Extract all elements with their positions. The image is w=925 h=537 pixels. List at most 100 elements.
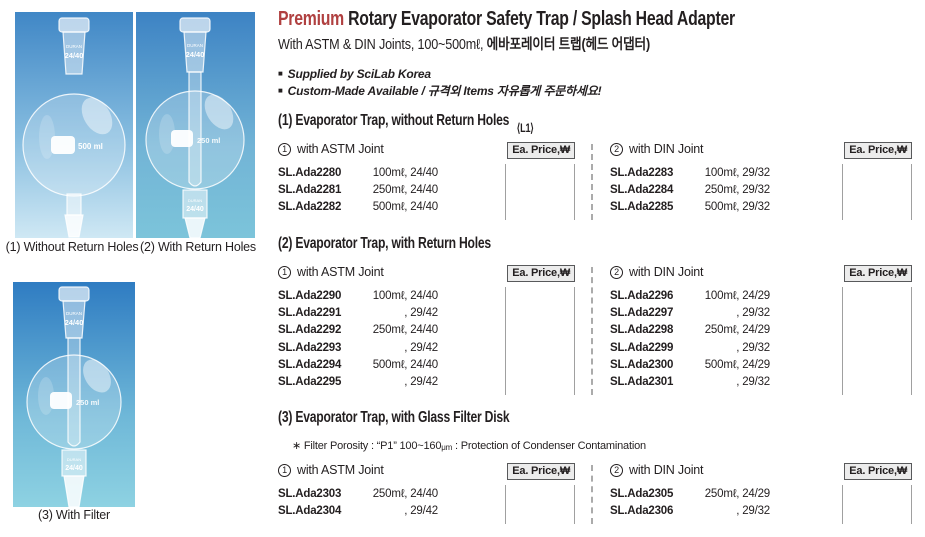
product-row: SL.Ada2280 100mℓ, 24/40 xyxy=(278,164,438,181)
product-row: SL.Ada2284 250mℓ, 29/32 xyxy=(610,181,770,198)
photo-brand-label: DURAN xyxy=(66,311,82,316)
photo-bottom-joint-label: 24/40 xyxy=(65,465,83,472)
capacity-joint-spec: 500mℓ, 29/32 xyxy=(704,201,770,214)
capacity-joint-spec: 500mℓ, 24/40 xyxy=(372,358,438,371)
price-cell-empty xyxy=(505,485,575,524)
section-heading: (3) Evaporator Trap, with Glass Filter D… xyxy=(278,409,764,427)
product-row: SL.Ada2294 500mℓ, 24/40 xyxy=(278,356,438,373)
astm-joint-column: 1 with ASTM Joint Ea. Price,₩ SL.Ada2303 … xyxy=(278,463,575,524)
column-divider xyxy=(591,267,593,395)
subtitle-ko: 에바포레이터 트랩(헤드 어댑터) xyxy=(486,37,651,53)
price-column-header: Ea. Price,₩ xyxy=(507,463,575,480)
photo-caption-1: (1) Without Return Holes xyxy=(5,240,139,254)
capacity-joint-spec: , 29/32 xyxy=(736,376,770,389)
capacity-joint-spec: 100mℓ, 24/40 xyxy=(372,289,438,302)
product-row: SL.Ada2296 100mℓ, 24/29 xyxy=(610,287,770,304)
product-rows: SL.Ada2290 100mℓ, 24/40 SL.Ada2291 , 29/… xyxy=(278,287,438,395)
photo-brand-label: DURAN xyxy=(67,457,81,462)
product-row: SL.Ada2300 500mℓ, 24/29 xyxy=(610,356,770,373)
capacity-joint-spec: 100mℓ, 29/32 xyxy=(704,166,770,179)
price-cell-empty xyxy=(505,164,575,220)
photo-top-joint-label: 24/40 xyxy=(65,51,84,60)
product-row: SL.Ada2299 , 29/32 xyxy=(610,339,770,356)
joint-columns: 1 with ASTM Joint Ea. Price,₩ SL.Ada2280 … xyxy=(278,142,918,220)
photo-top-joint-label: 24/40 xyxy=(65,318,84,327)
joint-name: with DIN Joint xyxy=(629,142,704,156)
title-rest: Rotary Evaporator Safety Trap / Splash H… xyxy=(343,8,735,30)
section-title: (1) Evaporator Trap, without Return Hole… xyxy=(278,112,510,129)
title-premium: Premium xyxy=(278,8,344,30)
joint-columns: 1 with ASTM Joint Ea. Price,₩ SL.Ada2290 … xyxy=(278,265,918,395)
catalog-number: SL.Ada2291 xyxy=(278,306,342,319)
photo-brand-label: DURAN xyxy=(66,44,82,49)
capacity-joint-spec: 250mℓ, 24/29 xyxy=(704,487,770,500)
circled-number: 2 xyxy=(610,142,623,156)
catalog-number: SL.Ada2297 xyxy=(610,306,674,319)
catalog-number: SL.Ada2305 xyxy=(610,487,674,500)
price-cell-empty xyxy=(842,287,912,395)
price-cell-empty xyxy=(842,164,912,220)
capacity-joint-spec: , 29/42 xyxy=(404,376,438,389)
flask-illustration: DURAN 24/40 250 ml DURAN 24/40 xyxy=(13,282,135,507)
astm-joint-column: 1 with ASTM Joint Ea. Price,₩ SL.Ada2290 … xyxy=(278,265,575,395)
circled-number: 1 xyxy=(278,142,291,156)
capacity-joint-spec: , 29/42 xyxy=(404,504,438,517)
section-heading: (1) Evaporator Trap, without Return Hole… xyxy=(278,112,764,135)
price-column-header: Ea. Price,₩ xyxy=(507,265,575,282)
photo-trap-without-return-holes: DURAN 24/40 500 ml xyxy=(15,12,133,238)
circled-number: 2 xyxy=(610,265,623,279)
circled-number: 1 xyxy=(278,265,291,279)
section-title: (2) Evaporator Trap, with Return Holes xyxy=(278,235,491,252)
catalog-number: SL.Ada2282 xyxy=(278,201,342,214)
capacity-joint-spec: 500mℓ, 24/29 xyxy=(704,358,770,371)
product-row: SL.Ada2297 , 29/32 xyxy=(610,304,770,321)
photo-top-joint-label: 24/40 xyxy=(186,50,205,59)
joint-name: with DIN Joint xyxy=(629,265,704,279)
circled-number: 2 xyxy=(610,463,623,477)
catalog-number: SL.Ada2296 xyxy=(610,289,674,302)
capacity-joint-spec: 250mℓ, 24/40 xyxy=(372,487,438,500)
catalog-number: SL.Ada2290 xyxy=(278,289,342,302)
catalog-number: SL.Ada2306 xyxy=(610,504,674,517)
label-patch xyxy=(51,136,75,154)
product-row: SL.Ada2295 , 29/42 xyxy=(278,373,438,390)
photo-brand-label: DURAN xyxy=(187,43,203,48)
product-row: SL.Ada2298 250mℓ, 24/29 xyxy=(610,322,770,339)
filter-porosity-note: ∗ Filter Porosity : “P1” 100~160μm : Pro… xyxy=(292,440,646,452)
joint-type-label: 1 with ASTM Joint xyxy=(278,142,384,156)
price-column-header: Ea. Price,₩ xyxy=(507,142,575,159)
product-row: SL.Ada2292 250mℓ, 24/40 xyxy=(278,322,438,339)
catalog-panel: Premium Rotary Evaporator Safety Trap / … xyxy=(278,0,925,537)
joint-name: with ASTM Joint xyxy=(297,463,384,477)
capacity-joint-spec: , 29/42 xyxy=(404,306,438,319)
catalog-number: SL.Ada2285 xyxy=(610,201,674,214)
product-section: (2) Evaporator Trap, with Return Holes 1… xyxy=(278,235,918,395)
catalog-number: SL.Ada2292 xyxy=(278,324,342,337)
product-rows: SL.Ada2296 100mℓ, 24/29 SL.Ada2297 , 29/… xyxy=(610,287,770,395)
product-rows: SL.Ada2280 100mℓ, 24/40 SL.Ada2281 250mℓ… xyxy=(278,164,438,220)
joint-type-label: 1 with ASTM Joint xyxy=(278,265,384,279)
capacity-joint-spec: 250mℓ, 24/40 xyxy=(372,324,438,337)
product-row: SL.Ada2303 250mℓ, 24/40 xyxy=(278,485,438,502)
page-title: Premium Rotary Evaporator Safety Trap / … xyxy=(278,8,735,31)
catalog-number: SL.Ada2294 xyxy=(278,358,342,371)
catalog-number: SL.Ada2300 xyxy=(610,358,674,371)
product-row: SL.Ada2282 500mℓ, 24/40 xyxy=(278,199,438,216)
joint-type-label: 2 with DIN Joint xyxy=(610,142,704,156)
column-divider xyxy=(591,465,593,524)
subtitle-en: With ASTM & DIN Joints, 100~500mℓ, xyxy=(278,37,487,53)
joint-type-label: 2 with DIN Joint xyxy=(610,463,704,477)
page-subtitle: With ASTM & DIN Joints, 100~500mℓ, 에바포레이… xyxy=(278,33,650,54)
price-column-header: Ea. Price,₩ xyxy=(844,142,912,159)
joint-columns: 1 with ASTM Joint Ea. Price,₩ SL.Ada2303 … xyxy=(278,463,918,524)
product-row: SL.Ada2281 250mℓ, 24/40 xyxy=(278,181,438,198)
product-section: (3) Evaporator Trap, with Glass Filter D… xyxy=(278,409,918,524)
product-row: SL.Ada2283 100mℓ, 29/32 xyxy=(610,164,770,181)
catalog-number: SL.Ada2293 xyxy=(278,341,342,354)
product-rows: SL.Ada2303 250mℓ, 24/40 SL.Ada2304 , 29/… xyxy=(278,485,438,524)
joint-name: with ASTM Joint xyxy=(297,142,384,156)
product-row: SL.Ada2305 250mℓ, 24/29 xyxy=(610,485,770,502)
column-divider xyxy=(591,144,593,220)
product-sections: (1) Evaporator Trap, without Return Hole… xyxy=(278,0,925,537)
capacity-joint-spec: 500mℓ, 24/40 xyxy=(372,201,438,214)
